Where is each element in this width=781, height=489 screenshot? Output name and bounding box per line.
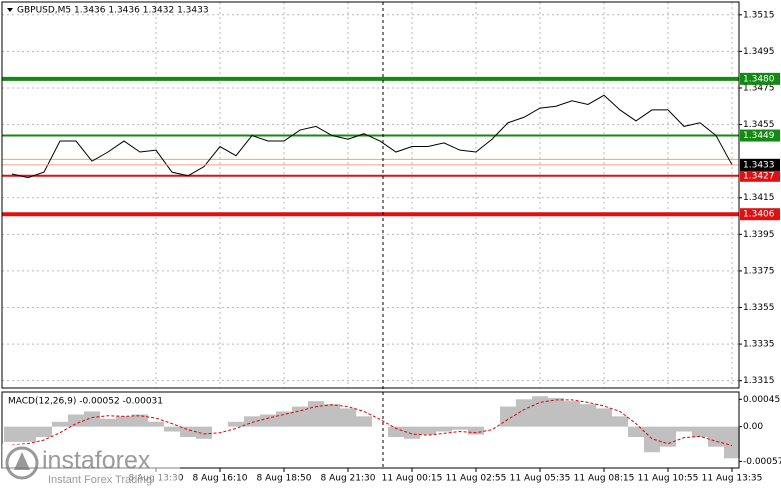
macd-bar — [724, 426, 740, 459]
macd-bar — [36, 426, 52, 437]
macd-bar — [628, 426, 644, 437]
y-tick-label: 1.3515 — [743, 10, 775, 20]
macd-bar — [132, 414, 148, 427]
macd-bar — [164, 426, 180, 432]
macd-bar — [324, 404, 340, 427]
macd-bar — [612, 416, 628, 427]
macd-bar — [196, 426, 212, 439]
x-tick-label: 11 Aug 13:35 — [702, 474, 763, 484]
macd-bar — [644, 426, 660, 453]
macd-frame — [1, 391, 740, 469]
x-tick-label: 8 Aug 18:50 — [257, 474, 312, 484]
macd-bar — [564, 401, 580, 427]
macd-bar — [452, 426, 468, 430]
level-label: 1.3406 — [743, 210, 775, 220]
x-tick-label: 11 Aug 00:15 — [382, 474, 443, 484]
macd-bar — [532, 396, 548, 427]
y-tick-label: 1.3395 — [743, 230, 775, 240]
last-price-box — [740, 158, 780, 171]
watermark-tagline: Instant Forex Trading — [48, 474, 152, 486]
level-label-box — [740, 169, 780, 182]
y-tick-label: 1.3315 — [743, 376, 775, 386]
y-tick-label: 1.3355 — [743, 303, 775, 313]
macd-bar — [660, 426, 676, 447]
level-label-box — [740, 72, 780, 85]
y-tick-label: 1.3415 — [743, 193, 775, 203]
x-tick-label: 8 Aug 16:10 — [193, 474, 248, 484]
y-tick-label: 1.3375 — [743, 266, 775, 276]
x-tick-label: 8 Aug 21:30 — [321, 474, 376, 484]
main-frame — [1, 1, 740, 389]
macd-bar — [308, 401, 324, 427]
macd-bar — [180, 426, 196, 437]
macd-bar — [692, 426, 708, 437]
logo-mark — [14, 452, 30, 470]
y-tick-label: 1.3495 — [743, 47, 775, 57]
macd-bar — [84, 411, 100, 427]
x-tick-label: 11 Aug 05:35 — [510, 474, 571, 484]
level-label: 1.3449 — [743, 131, 775, 141]
macd-bar — [4, 426, 20, 442]
level-label-box — [740, 208, 780, 221]
macd-bar — [596, 408, 612, 427]
macd-bar — [436, 426, 452, 432]
y-tick-label: 0.00 — [743, 422, 763, 432]
level-label-box — [740, 129, 780, 142]
last-price-label: 1.3433 — [743, 160, 775, 170]
macd-bar — [20, 426, 36, 442]
x-tick-label: 11 Aug 10:55 — [638, 474, 699, 484]
y-tick-label: 1.3335 — [743, 340, 775, 350]
macd-bar — [580, 404, 596, 427]
signal-line — [11, 399, 733, 446]
macd-title: MACD(12,26,9) -0.00052 -0.00031 — [8, 397, 163, 407]
level-label: 1.3427 — [743, 171, 775, 181]
macd-bar — [100, 418, 116, 427]
y-tick-label: -0.00057 — [743, 457, 781, 467]
macd-bar — [68, 414, 84, 427]
macd-bar — [228, 421, 244, 427]
macd-bar — [52, 421, 68, 427]
macd-bar — [708, 426, 724, 447]
watermark: instaforex Instant Forex Trading — [2, 444, 180, 486]
macd-bar — [516, 399, 532, 427]
macd-bar — [548, 398, 564, 427]
menu-arrow — [7, 8, 13, 12]
watermark-brand: instaforex — [42, 447, 151, 475]
macd-bar — [676, 426, 692, 432]
chart-title: GBPUSD,M5 1.3436 1.3436 1.3432 1.3433 — [17, 6, 209, 16]
macd-bar — [244, 416, 260, 427]
macd-bar — [468, 426, 484, 435]
y-tick-label: 0.00045 — [743, 395, 780, 405]
macd-bar — [260, 414, 276, 427]
macd-bar — [148, 421, 164, 427]
level-label: 1.3480 — [743, 74, 775, 84]
macd-bar — [404, 426, 420, 439]
macd-bar — [276, 411, 292, 427]
macd-bar — [500, 406, 516, 427]
logo-ring — [5, 446, 39, 480]
macd-bar — [420, 426, 436, 435]
macd-bar — [356, 416, 372, 427]
y-tick-label: 1.3455 — [743, 120, 775, 130]
macd-bar — [388, 426, 404, 437]
y-tick-label: 1.3475 — [743, 83, 775, 93]
x-tick-label: 11 Aug 02:55 — [446, 474, 507, 484]
price-line — [11, 94, 733, 179]
macd-bar — [116, 416, 132, 427]
x-tick-label: 11 Aug 08:15 — [574, 474, 635, 484]
macd-bar — [340, 408, 356, 427]
